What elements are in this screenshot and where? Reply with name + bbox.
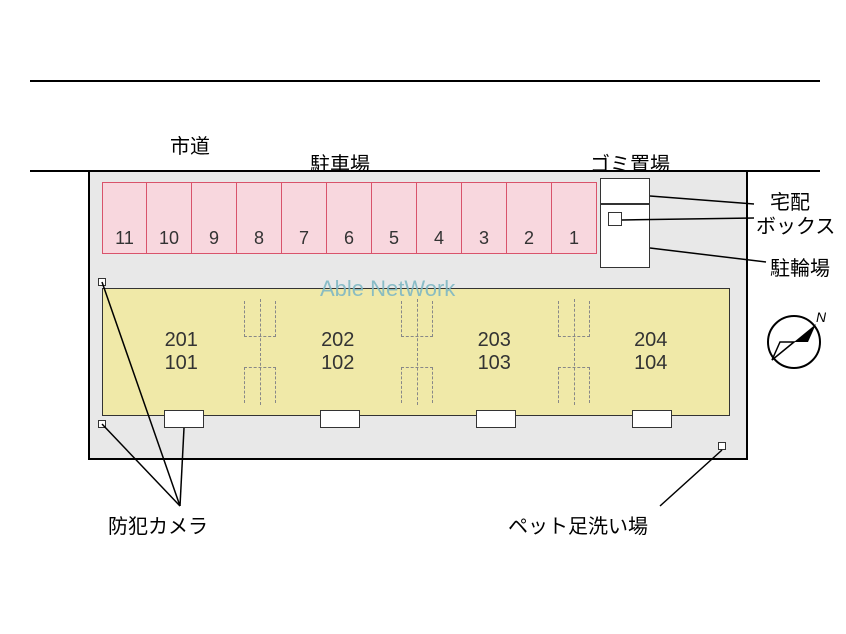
unit-notch <box>558 301 590 337</box>
parking-slot: 8 <box>237 182 282 254</box>
bicycle-label: 駐輪場 <box>770 252 830 281</box>
building: 201101202102203103204104 <box>102 288 730 416</box>
unit-notch <box>401 367 433 403</box>
unit-notch <box>244 367 276 403</box>
parking-slot: 10 <box>147 182 192 254</box>
parking-slot: 11 <box>102 182 147 254</box>
parking-slot: 2 <box>507 182 552 254</box>
parking-slot: 9 <box>192 182 237 254</box>
unit-lower-label: 103 <box>478 352 511 375</box>
unit-lower-label: 102 <box>321 352 354 375</box>
delivery-box <box>608 212 622 226</box>
parking-slot: 7 <box>282 182 327 254</box>
unit-notch <box>244 301 276 337</box>
petwash-marker <box>718 442 726 450</box>
unit-notch <box>401 301 433 337</box>
road-label: 市道 <box>170 130 210 159</box>
parking-slot: 3 <box>462 182 507 254</box>
petwash-label: ペット足洗い場 <box>508 510 648 539</box>
parking-slot: 1 <box>552 182 597 254</box>
unit: 202102 <box>260 289 417 415</box>
unit: 203103 <box>416 289 573 415</box>
unit-upper-label: 201 <box>165 329 198 352</box>
unit-upper-label: 203 <box>478 329 511 352</box>
parking-slot: 4 <box>417 182 462 254</box>
parking-slot: 5 <box>372 182 417 254</box>
svg-text:N: N <box>816 310 826 325</box>
compass-icon: N <box>762 310 826 374</box>
watermark-text: Able NetWork <box>320 276 455 302</box>
entrance <box>320 410 360 428</box>
entrance <box>476 410 516 428</box>
unit-upper-label: 202 <box>321 329 354 352</box>
site-plan-canvas: 市道 駐車場 ゴミ置場 1110987654321 20110120210220… <box>0 0 846 634</box>
camera-marker-2 <box>98 420 106 428</box>
parking-row: 1110987654321 <box>102 182 597 254</box>
parking-slot: 6 <box>327 182 372 254</box>
camera-label: 防犯カメラ <box>108 510 208 539</box>
garbage-box <box>600 178 650 204</box>
unit-lower-label: 104 <box>634 352 667 375</box>
camera-marker-1 <box>98 278 106 286</box>
unit-upper-label: 204 <box>634 329 667 352</box>
unit: 201101 <box>103 289 260 415</box>
entrance <box>632 410 672 428</box>
entrance <box>164 410 204 428</box>
delivery-label-2: ボックス <box>756 210 835 239</box>
unit: 204104 <box>573 289 730 415</box>
unit-lower-label: 101 <box>165 352 198 375</box>
unit-notch <box>558 367 590 403</box>
road-line-top <box>30 80 820 82</box>
